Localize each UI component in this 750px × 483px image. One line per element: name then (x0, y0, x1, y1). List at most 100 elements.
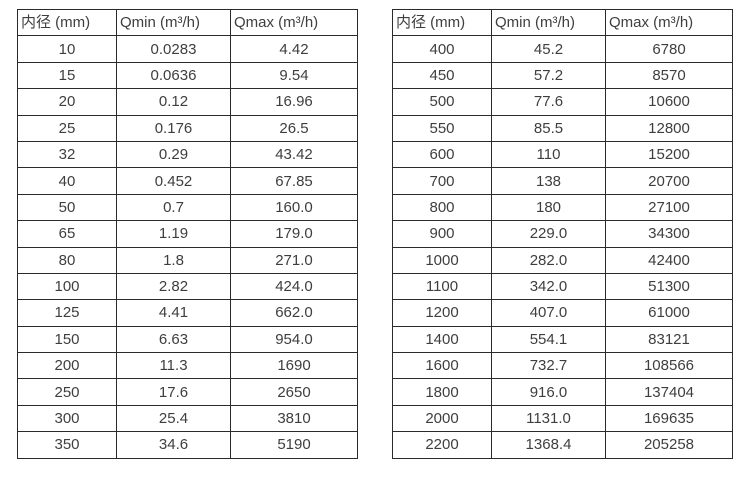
table-row: 800 180 27100 (392, 193, 733, 222)
qmax-cell: 10600 (605, 88, 733, 116)
diameter-cell: 1000 (392, 246, 492, 274)
qmin-cell: 0.0636 (116, 61, 231, 90)
diameter-cell: 450 (392, 61, 492, 90)
table-row: 350 34.6 5190 (17, 431, 358, 459)
diameter-cell: 20 (17, 88, 117, 116)
qmin-cell: 4.41 (116, 299, 231, 327)
diameter-cell: 600 (392, 140, 492, 169)
diameter-cell: 15 (17, 61, 117, 90)
qmax-cell: 83121 (605, 325, 733, 354)
diameter-cell: 200 (17, 352, 117, 380)
table-row: 1400 554.1 83121 (392, 325, 733, 354)
table-row: 550 85.5 12800 (392, 114, 733, 142)
header-row: 内径 (mm) Qmin (m³/h) Qmax (m³/h) (17, 8, 358, 37)
qmax-column-header: Qmax (m³/h) (230, 8, 358, 37)
qmax-cell: 662.0 (230, 299, 358, 327)
table-row: 32 0.29 43.42 (17, 140, 358, 169)
qmax-cell: 43.42 (230, 140, 358, 169)
table-row: 50 0.7 160.0 (17, 193, 358, 222)
qmax-cell: 4.42 (230, 35, 358, 63)
diameter-cell: 25 (17, 114, 117, 142)
table-row: 1600 732.7 108566 (392, 352, 733, 380)
diameter-cell: 32 (17, 140, 117, 169)
diameter-cell: 500 (392, 88, 492, 116)
diameter-cell: 1400 (392, 325, 492, 354)
table-row: 700 138 20700 (392, 167, 733, 195)
tables-container: 内径 (mm) Qmin (m³/h) Qmax (m³/h) 10 0.0283 4.4… (17, 8, 733, 459)
qmin-cell: 25.4 (116, 404, 231, 433)
qmax-cell: 16.96 (230, 88, 358, 116)
header-row: 内径 (mm) Qmin (m³/h) Qmax (m³/h) (392, 8, 733, 37)
table-row: 20 0.12 16.96 (17, 88, 358, 116)
qmax-cell: 26.5 (230, 114, 358, 142)
qmin-cell: 110 (491, 140, 606, 169)
diameter-cell: 80 (17, 246, 117, 274)
diameter-cell: 400 (392, 35, 492, 63)
qmin-cell: 342.0 (491, 272, 606, 301)
qmin-cell: 229.0 (491, 220, 606, 248)
qmax-cell: 954.0 (230, 325, 358, 354)
diameter-cell: 900 (392, 220, 492, 248)
diameter-cell: 800 (392, 193, 492, 222)
diameter-cell: 1600 (392, 352, 492, 380)
table-row: 200 11.3 1690 (17, 352, 358, 380)
table-row: 1100 342.0 51300 (392, 272, 733, 301)
qmax-cell: 61000 (605, 299, 733, 327)
qmin-cell: 34.6 (116, 431, 231, 459)
qmin-cell: 2.82 (116, 272, 231, 301)
qmin-cell: 11.3 (116, 352, 231, 380)
flow-table-small-diameters: 内径 (mm) Qmin (m³/h) Qmax (m³/h) 10 0.0283 4.4… (17, 8, 358, 459)
qmax-cell: 179.0 (230, 220, 358, 248)
table-row: 40 0.452 67.85 (17, 167, 358, 195)
table-row: 150 6.63 954.0 (17, 325, 358, 354)
table-row: 250 17.6 2650 (17, 378, 358, 406)
qmax-cell: 160.0 (230, 193, 358, 222)
qmin-cell: 0.0283 (116, 35, 231, 63)
qmin-cell: 407.0 (491, 299, 606, 327)
diameter-cell: 2000 (392, 404, 492, 433)
qmax-cell: 2650 (230, 378, 358, 406)
qmax-cell: 6780 (605, 35, 733, 63)
qmin-cell: 17.6 (116, 378, 231, 406)
table-row: 25 0.176 26.5 (17, 114, 358, 142)
qmin-cell: 554.1 (491, 325, 606, 354)
qmin-cell: 0.176 (116, 114, 231, 142)
diameter-cell: 50 (17, 193, 117, 222)
qmin-column-header: Qmin (m³/h) (491, 8, 606, 37)
table-row: 450 57.2 8570 (392, 61, 733, 90)
qmin-cell: 732.7 (491, 352, 606, 380)
qmax-cell: 51300 (605, 272, 733, 301)
qmax-cell: 15200 (605, 140, 733, 169)
diameter-cell: 2200 (392, 431, 492, 459)
table-row: 15 0.0636 9.54 (17, 61, 358, 90)
qmin-cell: 1.19 (116, 220, 231, 248)
qmin-cell: 57.2 (491, 61, 606, 90)
qmin-cell: 138 (491, 167, 606, 195)
table-row: 80 1.8 271.0 (17, 246, 358, 274)
table-row: 1000 282.0 42400 (392, 246, 733, 274)
qmin-cell: 1.8 (116, 246, 231, 274)
table-row: 400 45.2 6780 (392, 35, 733, 63)
qmax-cell: 137404 (605, 378, 733, 406)
table-row: 600 110 15200 (392, 140, 733, 169)
diameter-cell: 10 (17, 35, 117, 63)
table-row: 2000 1131.0 169635 (392, 404, 733, 433)
table-row: 125 4.41 662.0 (17, 299, 358, 327)
qmax-cell: 5190 (230, 431, 358, 459)
qmin-cell: 77.6 (491, 88, 606, 116)
qmax-cell: 271.0 (230, 246, 358, 274)
diameter-cell: 100 (17, 272, 117, 301)
qmin-cell: 0.7 (116, 193, 231, 222)
table-row: 1200 407.0 61000 (392, 299, 733, 327)
qmin-cell: 916.0 (491, 378, 606, 406)
table-row: 500 77.6 10600 (392, 88, 733, 116)
qmin-cell: 6.63 (116, 325, 231, 354)
diameter-cell: 125 (17, 299, 117, 327)
qmax-cell: 42400 (605, 246, 733, 274)
diameter-cell: 250 (17, 378, 117, 406)
table-row: 10 0.0283 4.42 (17, 35, 358, 63)
diameter-column-header: 内径 (mm) (17, 8, 117, 37)
diameter-column-header: 内径 (mm) (392, 8, 492, 37)
qmax-cell: 67.85 (230, 167, 358, 195)
qmax-cell: 27100 (605, 193, 733, 222)
